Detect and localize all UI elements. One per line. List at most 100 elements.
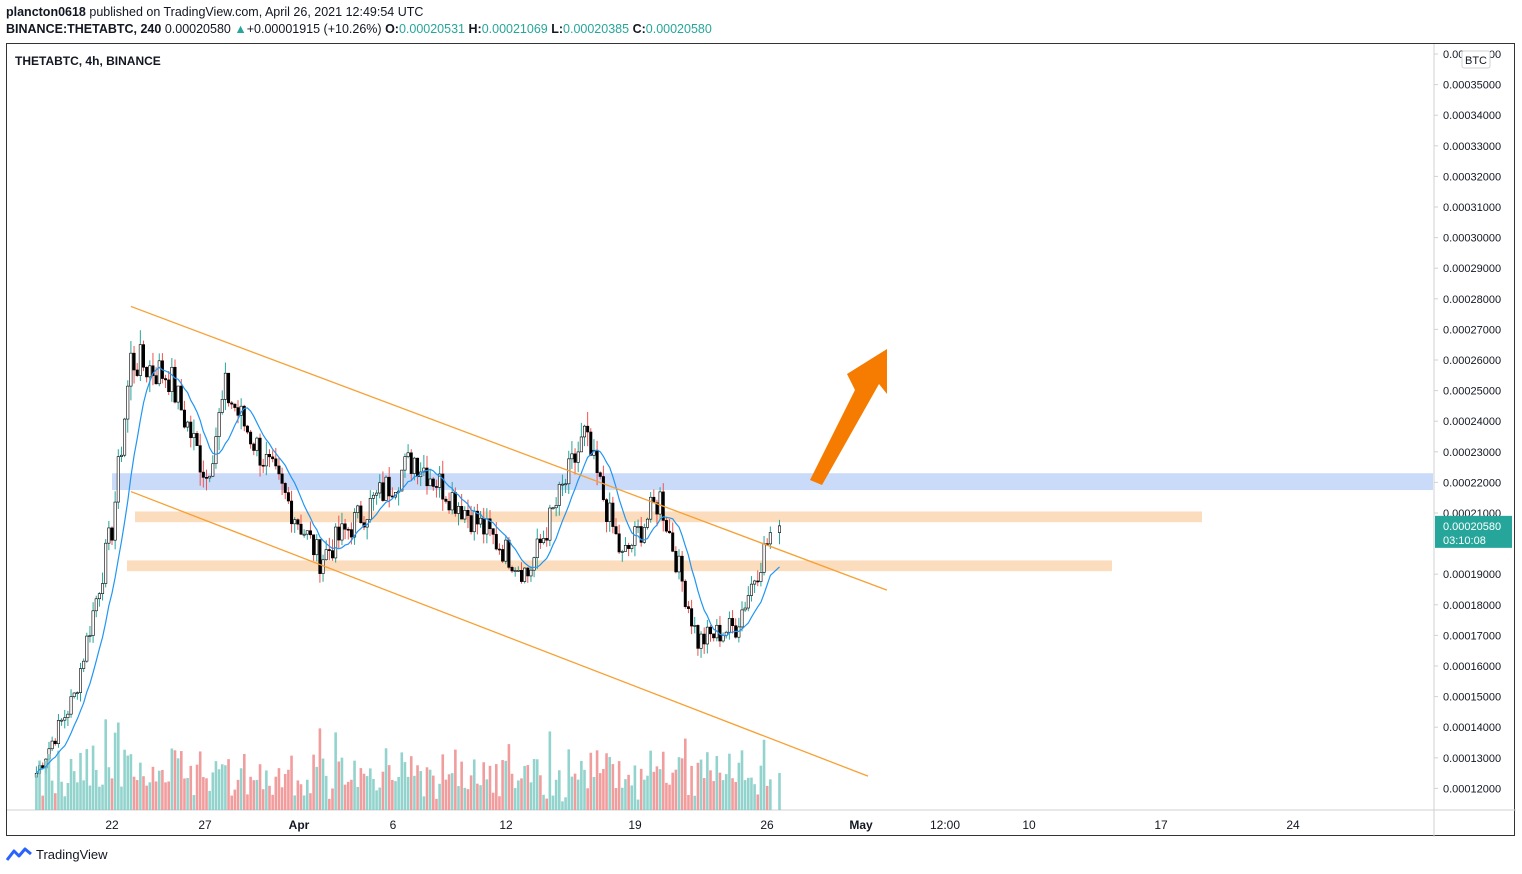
volume-bar [551,795,555,810]
volume-bar [583,769,586,810]
candle-body [753,580,757,585]
last-price: 0.00020580 [164,22,231,36]
volume-bar [107,767,111,810]
candle-body [479,517,483,525]
candle-body [538,538,542,544]
volume-bar [365,776,369,810]
candle-body [69,696,73,715]
volume-bar [375,790,378,810]
candle-body [252,443,256,451]
volume-bar [397,776,400,810]
volume-bar [54,793,57,810]
candle-body [195,433,199,446]
candle-body [447,501,451,511]
footer-brand[interactable]: TradingView [6,846,108,862]
volume-bar [318,728,322,810]
volume-bar [598,773,602,810]
candle-body [242,405,246,427]
candle-body [230,402,234,405]
brand-label: TradingView [36,846,108,862]
candle-body [598,472,602,477]
volume-bar [101,784,104,810]
candle-body [737,626,741,638]
volume-bar [88,785,92,810]
volume-bar [573,773,577,810]
volume-bar [205,778,208,810]
volume-bar [507,744,511,810]
candle-body [655,502,659,515]
volume-bar [501,760,504,810]
volume-bar [283,773,287,810]
candle-body [573,453,577,463]
candle-body [286,492,290,502]
volume-bar [709,770,712,810]
candle-body [589,431,593,456]
candle-body [66,713,70,718]
volume-bar [460,761,463,810]
candle-body [189,421,193,439]
volume-bar [255,779,259,810]
candle-body [176,385,180,403]
y-tick-label: 0.00022000 [1443,477,1501,489]
volume-bar [195,764,199,810]
candle-body [526,567,530,577]
chart-area[interactable]: 0.000360000.000350000.000340000.00033000… [6,43,1516,837]
zone-orange-upper [135,511,1202,523]
volume-bar [76,782,79,810]
volume-bar [280,787,284,810]
candle-body [453,492,457,514]
volume-bar [668,784,671,810]
candle-body [299,523,303,535]
high-label: H: [468,22,482,36]
candle-body [173,366,177,403]
candle-body [91,610,95,636]
x-tick-label: 12:00 [930,818,960,832]
volume-bar [94,769,98,810]
volume-bar [261,789,265,810]
candle-body [119,454,123,457]
volume-bar [532,759,536,810]
y-tick-label: 0.00026000 [1443,355,1501,367]
candle-body [280,473,284,484]
candle-body [167,379,171,393]
candle-body [85,635,89,662]
candle-body [554,505,558,509]
candle-body [412,457,416,474]
author-name[interactable]: plancton0618 [6,5,86,19]
volume-bar [224,765,227,810]
resistance-blue [112,473,1433,491]
volume-bar [202,777,205,810]
candle-body [293,519,297,525]
candle-body [466,510,470,516]
candle-body [79,668,83,693]
candle-body [491,528,495,535]
volume-bar [353,760,356,810]
volume-bar [391,779,394,810]
volume-bar [608,756,611,810]
volume-bar [696,762,700,810]
volume-bar [636,799,640,810]
price-chart[interactable]: 0.000360000.000350000.000340000.00033000… [7,44,1516,837]
candle-body [116,456,120,503]
candle-body [627,545,631,549]
volume-bar [718,772,722,810]
volume-bar [145,785,148,810]
candle-body [705,626,709,645]
volume-bar [488,765,492,810]
volume-bar [400,752,404,810]
volume-bar [602,769,605,810]
candle-body [368,498,372,520]
volume-bar [554,779,558,810]
candle-body [170,366,174,393]
candle-body [680,555,684,582]
volume-bar [340,757,344,810]
volume-bar [699,759,703,810]
volume-bar [44,760,48,810]
volume-bar [154,781,158,810]
candle-body [485,518,489,535]
volume-bar [369,768,372,810]
candle-body [315,539,319,556]
volume-bar [605,753,608,810]
candle-body [82,660,86,669]
volume-bar [419,771,422,810]
